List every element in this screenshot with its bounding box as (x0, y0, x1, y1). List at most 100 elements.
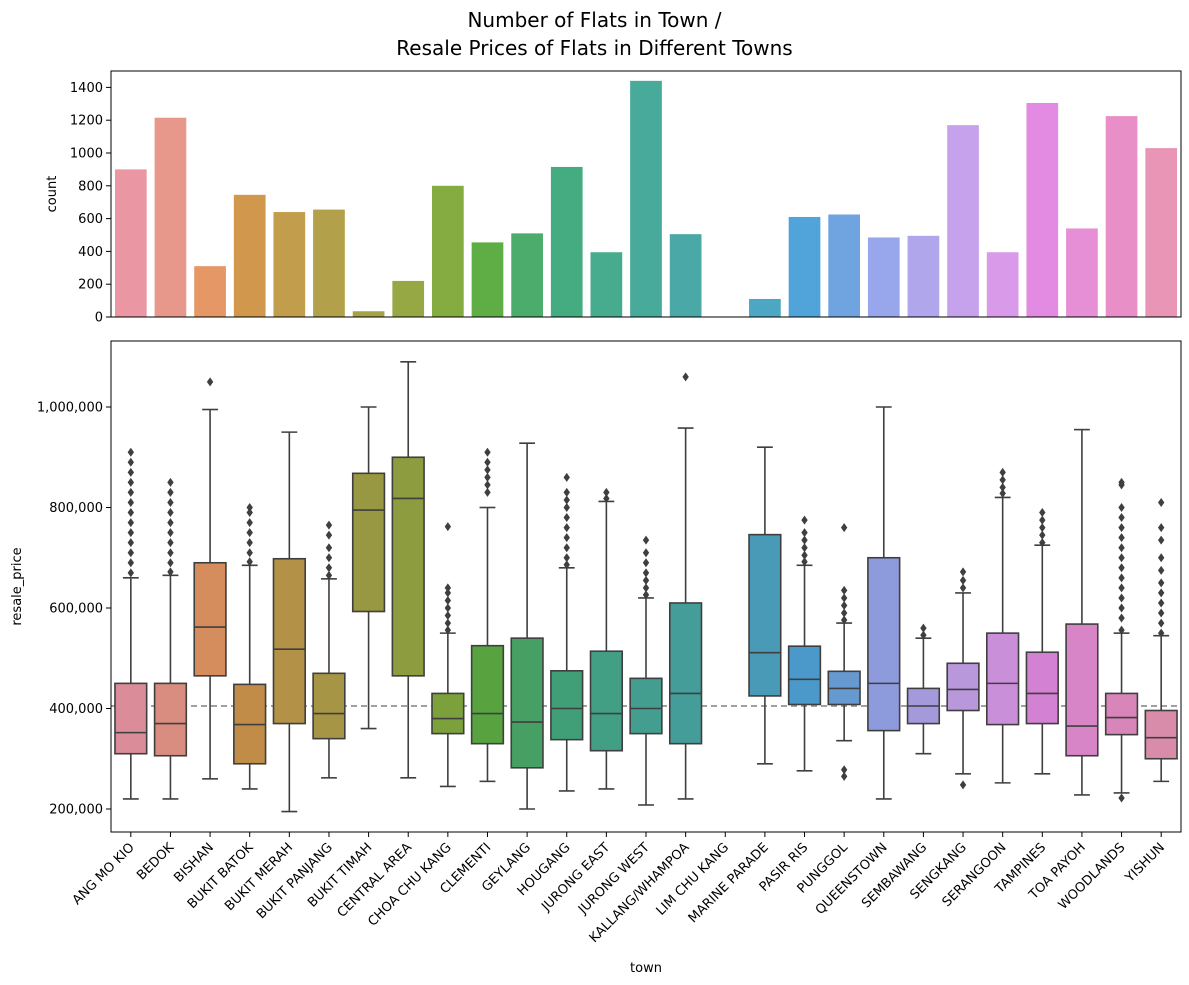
box-9 (470, 644, 505, 745)
flier-1-8 (167, 487, 174, 497)
xtick-label-4: BUKIT MERAH (222, 840, 296, 914)
flier-9-5 (484, 447, 491, 457)
figure-title-line-1: Number of Flats in Town / (467, 8, 722, 32)
flier-18-0 (840, 615, 848, 625)
xtick-label-1: BEDOK (134, 840, 177, 883)
flier-26-0 (1157, 628, 1165, 638)
box-10 (510, 637, 544, 769)
flier-18-7 (840, 765, 848, 775)
box-24 (1065, 623, 1099, 757)
flier-26-1 (1157, 618, 1165, 628)
flier-17-1 (801, 550, 808, 560)
flier-18-1 (840, 608, 848, 618)
flier-25-5 (1118, 583, 1125, 593)
box-7 (391, 456, 425, 677)
bar-1 (154, 117, 187, 318)
flier-1-2 (167, 548, 174, 558)
top-ytick-label-2: 400 (78, 245, 103, 260)
bottom-xlabel: town (630, 961, 662, 976)
flier-21-0 (959, 583, 967, 593)
flier-8-5 (444, 588, 452, 598)
flier-11-4 (563, 523, 570, 533)
flier-26-9 (1157, 523, 1165, 533)
flier-17-4 (801, 528, 808, 538)
box-21 (946, 662, 980, 712)
flier-25-2 (1118, 613, 1125, 623)
flier-8-1 (444, 618, 452, 628)
flier-0-3 (127, 538, 135, 548)
flier-3-1 (246, 548, 253, 558)
bar-6 (352, 311, 385, 317)
box-22 (986, 632, 1020, 726)
flier-23-3 (1039, 515, 1046, 525)
flier-26-6 (1157, 565, 1165, 575)
flier-22-1 (999, 482, 1006, 492)
flier-11-1 (563, 553, 570, 563)
flier-0-1 (127, 558, 135, 568)
flier-18-2 (840, 600, 848, 610)
flier-11-3 (563, 533, 570, 543)
flier-1-3 (167, 538, 174, 548)
box-0 (114, 682, 148, 755)
flier-20-0 (920, 630, 927, 640)
top-ytick-label-0: 0 (95, 311, 103, 326)
bottom-ytick-label-4: 1,000,000 (37, 401, 103, 416)
flier-25-7 (1118, 563, 1125, 573)
box-11 (550, 670, 584, 741)
flier-17-0 (801, 557, 808, 567)
bar-23 (1026, 102, 1059, 317)
bar-4 (273, 212, 306, 317)
flier-9-1 (484, 480, 491, 490)
flier-3-4 (246, 518, 253, 528)
box-19 (867, 556, 901, 732)
flier-1-9 (167, 477, 174, 487)
flier-26-5 (1157, 578, 1165, 588)
flier-8-0 (444, 625, 452, 635)
bar-2 (194, 266, 226, 317)
flier-20-1 (920, 623, 927, 633)
bar-22 (986, 252, 1019, 317)
flier-9-4 (484, 457, 491, 467)
flier-25-13 (1118, 503, 1125, 512)
flier-5-3 (325, 543, 333, 553)
flier-11-2 (563, 543, 570, 553)
xtick-label-15: LIM CHU KANG (654, 840, 732, 918)
bar-7 (392, 280, 425, 317)
flier-0-10 (127, 467, 135, 477)
flier-25-11 (1118, 523, 1125, 533)
box-14 (668, 602, 703, 745)
flier-13-2 (642, 575, 650, 585)
flier-3-5 (246, 508, 253, 518)
flier-25-6 (1118, 573, 1125, 583)
flier-1-0 (167, 567, 174, 577)
flier-0-6 (127, 508, 135, 518)
bar-13 (630, 80, 662, 317)
flier-25-4 (1118, 593, 1125, 603)
flier-25-0 (1118, 793, 1125, 803)
flier-14-0 (682, 372, 689, 382)
flier-23-1 (1039, 530, 1046, 540)
flier-2-0 (206, 377, 214, 387)
flier-21-2 (959, 567, 967, 577)
flier-0-11 (127, 457, 135, 467)
top-axes-frame (110, 70, 1182, 318)
flier-21-3 (959, 780, 967, 790)
top-ytick-label-7: 1400 (70, 81, 103, 96)
bar-5 (313, 209, 345, 317)
flier-22-2 (999, 475, 1006, 485)
flier-1-6 (167, 508, 174, 518)
bar-0 (114, 169, 147, 317)
box-23 (1025, 651, 1059, 725)
flier-1-4 (167, 528, 174, 538)
xtick-label-26: YISHUN (1122, 840, 1168, 886)
flier-13-0 (642, 590, 650, 600)
flier-5-0 (325, 570, 333, 580)
flier-3-3 (246, 528, 253, 538)
figure-title-line-2: Resale Prices of Flats in Different Town… (396, 36, 793, 60)
flier-3-6 (246, 503, 253, 512)
flier-23-2 (1039, 523, 1046, 533)
flier-0-0 (127, 568, 135, 578)
flier-13-1 (642, 583, 650, 593)
